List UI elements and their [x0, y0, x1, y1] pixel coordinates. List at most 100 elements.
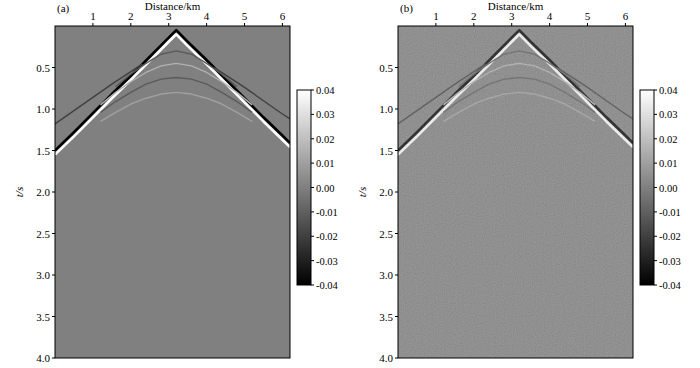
colorbar-tick-label: -0.02: [659, 231, 681, 242]
y-tick: [395, 109, 398, 110]
y-tick: [52, 192, 55, 193]
colorbar-tick-label: -0.04: [316, 280, 339, 291]
colorbar-tick: [311, 163, 314, 164]
x-tick: [587, 23, 588, 26]
y-tick: [52, 67, 55, 68]
y-tick: [395, 233, 398, 234]
seismic-event: [214, 68, 290, 119]
x-tick-label: 5: [585, 10, 591, 22]
plot-frame: [55, 26, 290, 358]
colorbar-tick: [311, 114, 314, 115]
colorbar-tick: [654, 114, 657, 115]
colorbar-tick-label: 0.03: [659, 109, 677, 120]
colorbar-tick: [654, 260, 657, 261]
colorbar-tick: [311, 138, 314, 139]
x-tick: [282, 23, 283, 26]
data-group: [398, 26, 633, 358]
x-tick-label: 1: [433, 10, 439, 22]
data-group: [55, 30, 290, 154]
seismic-event: [55, 30, 290, 150]
colorbar-tick-label: -0.04: [659, 280, 682, 291]
figure: 123456Distance/km0.51.01.52.02.53.03.54.…: [0, 0, 700, 368]
colorbar-tick: [311, 236, 314, 237]
colorbar: [297, 90, 311, 285]
colorbar-tick-label: 0.00: [659, 183, 677, 194]
colorbar-tick-label: 0.02: [659, 134, 677, 145]
y-tick-label: 2.5: [36, 228, 50, 240]
colorbar-tick-label: 0.01: [316, 158, 334, 169]
x-tick-label: 4: [547, 10, 553, 22]
y-tick: [52, 233, 55, 234]
x-tick-label: 1: [90, 10, 96, 22]
y-tick-label: 3.0: [379, 269, 393, 281]
y-tick-label: 3.5: [36, 311, 50, 323]
noise: [398, 26, 633, 358]
y-tick-label: 3.5: [379, 311, 393, 323]
colorbar-tick-label: -0.02: [316, 231, 338, 242]
colorbar-tick: [654, 163, 657, 164]
y-tick: [52, 275, 55, 276]
y-tick: [52, 109, 55, 110]
x-tick: [625, 23, 626, 26]
plot-background: [55, 26, 290, 358]
plot-frame: [398, 26, 633, 358]
x-axis-label: Distance/km: [488, 0, 544, 12]
x-tick-label: 2: [128, 10, 134, 22]
panel: 123456Distance/km0.51.01.52.02.53.03.54.…: [13, 0, 339, 364]
colorbar-tick: [654, 138, 657, 139]
colorbar-tick-label: 0.02: [316, 134, 334, 145]
x-tick: [130, 23, 131, 26]
colorbar-tick: [654, 211, 657, 212]
x-tick: [511, 23, 512, 26]
colorbar-tick: [311, 187, 314, 188]
colorbar-tick: [654, 90, 657, 91]
colorbar-tick-label: 0.03: [316, 109, 334, 120]
x-tick-label: 6: [280, 10, 286, 22]
colorbar-tick: [311, 285, 314, 286]
colorbar-tick-label: 0.04: [316, 85, 335, 96]
y-tick-label: 1.5: [36, 145, 50, 157]
y-axis-label: t/s: [356, 187, 368, 197]
panel-title: (b): [400, 2, 413, 15]
x-tick: [549, 23, 550, 26]
y-tick-label: 1.0: [36, 103, 50, 115]
colorbar: [640, 90, 654, 285]
colorbar-tick: [311, 260, 314, 261]
y-tick: [395, 192, 398, 193]
colorbar-tick-label: 0.01: [659, 158, 677, 169]
y-axis-label: t/s: [13, 187, 25, 197]
x-axis-label: Distance/km: [145, 0, 201, 12]
seismic-event: [55, 34, 290, 154]
y-tick: [52, 316, 55, 317]
plot-background: [398, 26, 633, 358]
colorbar-tick-label: 0.04: [659, 85, 678, 96]
y-tick-label: 0.5: [379, 62, 393, 74]
x-tick: [473, 23, 474, 26]
y-tick-label: 1.0: [379, 103, 393, 115]
y-tick-label: 3.0: [36, 269, 50, 281]
y-tick-label: 4.0: [36, 352, 50, 364]
x-tick: [168, 23, 169, 26]
colorbar-tick-label: -0.03: [659, 256, 681, 267]
y-tick: [395, 67, 398, 68]
x-tick-label: 6: [623, 10, 629, 22]
y-tick-label: 2.0: [36, 186, 50, 198]
seismic-event: [116, 51, 237, 87]
x-tick-label: 5: [242, 10, 248, 22]
x-tick-label: 2: [471, 10, 477, 22]
y-tick-label: 2.5: [379, 228, 393, 240]
y-tick-label: 0.5: [36, 62, 50, 74]
seismic-event: [100, 63, 252, 105]
panel-title: (a): [57, 2, 70, 15]
y-tick: [395, 275, 398, 276]
y-tick-label: 2.0: [379, 186, 393, 198]
y-tick: [52, 150, 55, 151]
colorbar-tick: [311, 90, 314, 91]
colorbar-tick-label: 0.00: [316, 183, 334, 194]
colorbar-tick: [311, 211, 314, 212]
colorbar-tick: [654, 187, 657, 188]
x-tick: [92, 23, 93, 26]
y-tick-label: 4.0: [379, 352, 393, 364]
y-tick: [395, 150, 398, 151]
seismic-event: [100, 92, 252, 121]
